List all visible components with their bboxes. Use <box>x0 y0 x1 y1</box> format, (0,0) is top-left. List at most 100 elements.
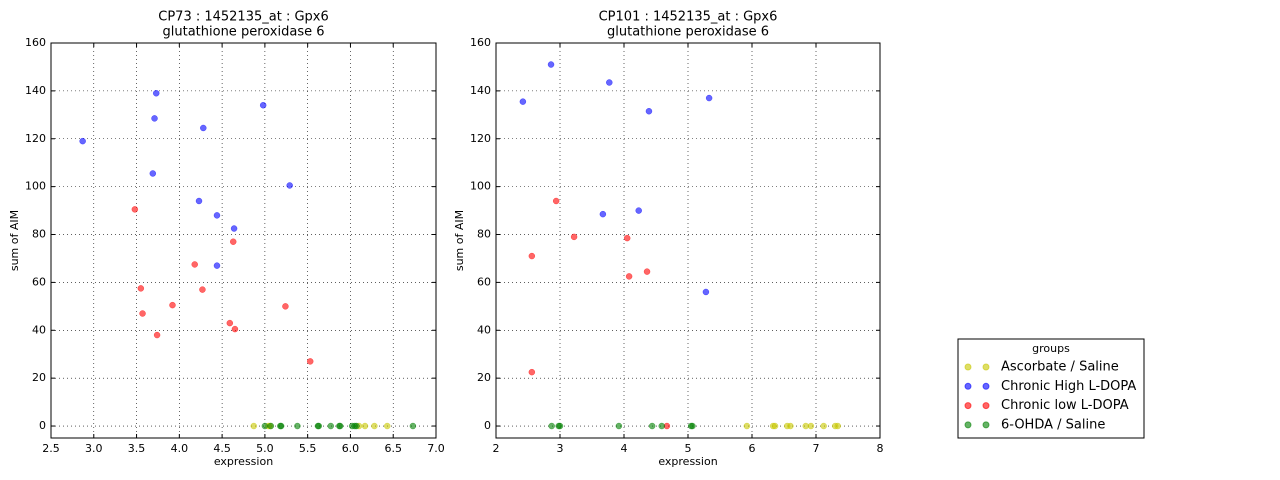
data-point <box>820 422 827 430</box>
y-tick-label: 100 <box>25 180 46 193</box>
data-point <box>689 422 696 430</box>
data-point <box>528 368 536 376</box>
data-point <box>153 331 161 339</box>
legend-marker <box>964 363 972 371</box>
data-point <box>615 422 623 430</box>
x-tick-label: 6.0 <box>342 442 360 455</box>
data-point <box>643 268 651 275</box>
legend-marker <box>982 382 990 390</box>
data-point <box>200 124 207 132</box>
data-point <box>229 238 237 245</box>
x-tick-label: 4 <box>621 442 628 455</box>
y-tick-label: 120 <box>470 132 491 145</box>
data-point <box>226 319 234 327</box>
y-tick-label: 140 <box>470 84 491 97</box>
legend-label: Chronic low L-DOPA <box>1001 398 1129 413</box>
y-tick-label: 60 <box>32 275 46 288</box>
data-point <box>250 422 258 430</box>
legend-marker <box>964 402 972 410</box>
data-point <box>139 310 146 317</box>
axes-frame <box>50 42 437 439</box>
x-tick-label: 6 <box>749 442 756 455</box>
data-point <box>743 422 751 430</box>
legend-marker <box>982 421 990 429</box>
data-point <box>149 170 157 177</box>
legend-marker <box>964 421 972 429</box>
data-point <box>361 422 369 430</box>
legend-box <box>957 338 1145 439</box>
x-tick-label: 5 <box>685 442 692 455</box>
x-axis-label: expression <box>214 455 273 468</box>
data-point <box>259 101 267 109</box>
x-axis-label: expression <box>658 455 717 468</box>
data-point <box>213 262 221 269</box>
data-point <box>267 422 275 430</box>
data-point <box>137 285 145 292</box>
y-tick-label: 80 <box>477 228 491 241</box>
data-point <box>658 422 666 430</box>
data-point <box>409 422 417 430</box>
data-point <box>191 261 198 268</box>
data-point <box>787 422 794 430</box>
data-point <box>623 234 631 242</box>
data-point <box>199 286 206 293</box>
axes-frame <box>495 42 881 439</box>
y-tick-label: 160 <box>470 36 491 49</box>
y-tick-label: 0 <box>39 419 46 432</box>
legend-label: 6-OHDA / Saline <box>1001 417 1105 432</box>
legend-title: groups <box>1032 342 1070 355</box>
x-tick-label: 5.0 <box>256 442 274 455</box>
legend-marker <box>982 363 990 371</box>
legend-marker <box>982 402 990 410</box>
data-point <box>834 422 842 430</box>
y-axis-label: sum of AIM <box>453 210 466 271</box>
data-point <box>131 206 139 213</box>
x-tick-label: 7 <box>813 442 820 455</box>
x-tick-label: 4.5 <box>213 442 231 455</box>
data-point <box>306 358 314 365</box>
data-point <box>570 233 578 241</box>
x-tick-label: 5.5 <box>299 442 317 455</box>
data-point <box>315 422 323 430</box>
data-point <box>151 115 158 122</box>
data-point <box>519 98 527 105</box>
data-point <box>702 288 710 296</box>
chart-title: CP73 : 1452135_at : Gpx6 <box>158 10 329 25</box>
data-point <box>327 422 335 430</box>
data-point <box>552 197 560 205</box>
data-point <box>606 79 613 86</box>
y-axis-label: sum of AIM <box>8 210 21 271</box>
data-point <box>353 422 360 430</box>
data-point <box>547 61 555 68</box>
y-tick-label: 40 <box>477 323 491 336</box>
y-tick-label: 140 <box>25 84 46 97</box>
data-point <box>294 422 301 430</box>
x-tick-label: 7.0 <box>427 442 445 455</box>
x-tick-label: 3 <box>557 442 564 455</box>
data-point <box>286 182 293 189</box>
y-tick-label: 40 <box>32 323 46 336</box>
y-tick-label: 120 <box>25 132 46 145</box>
y-tick-label: 100 <box>470 180 491 193</box>
data-point <box>556 422 564 430</box>
data-point <box>645 107 653 115</box>
x-tick-label: 3.5 <box>128 442 146 455</box>
data-point <box>277 422 285 430</box>
y-tick-label: 60 <box>477 275 491 288</box>
y-tick-label: 160 <box>25 36 46 49</box>
data-point <box>383 422 391 430</box>
chart-subtitle: glutathione peroxidase 6 <box>607 25 769 40</box>
data-point <box>599 210 607 218</box>
data-point <box>371 422 378 430</box>
y-tick-label: 0 <box>484 419 491 432</box>
chart-title: CP101 : 1452135_at : Gpx6 <box>599 10 778 25</box>
data-point <box>528 252 536 260</box>
x-tick-label: 8 <box>877 442 884 455</box>
x-tick-label: 3.0 <box>85 442 103 455</box>
legend-label: Ascorbate / Saline <box>1001 360 1119 375</box>
data-point <box>548 422 555 430</box>
data-point <box>625 273 633 280</box>
chart-subtitle: glutathione peroxidase 6 <box>163 25 325 40</box>
x-tick-label: 2.5 <box>42 442 60 455</box>
data-point <box>169 301 176 309</box>
